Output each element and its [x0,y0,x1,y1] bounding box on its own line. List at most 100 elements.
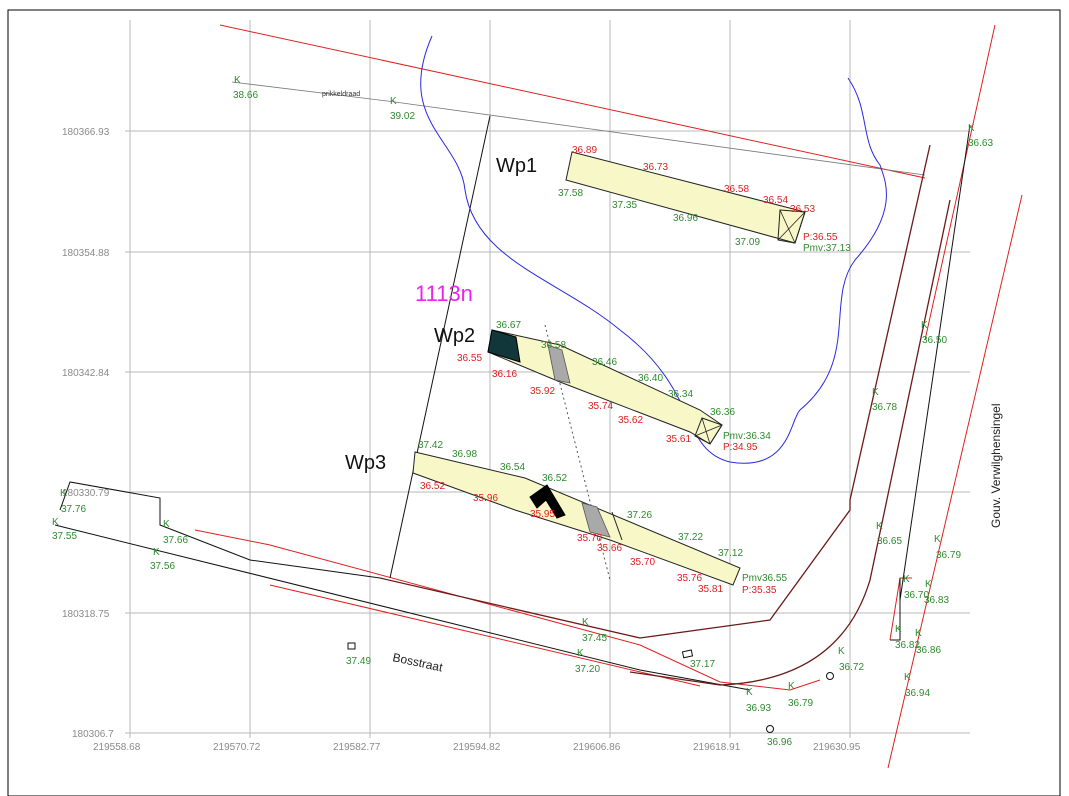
wp2-level: 36.67 [496,320,521,331]
k-marker: K [153,547,160,558]
k-marker: K [915,628,922,639]
y-label: 180330.79 [62,488,110,499]
y-label: 180354.88 [62,248,110,259]
point-value: 37.17 [690,659,715,670]
point-value: 37.45 [582,633,607,644]
wp1-level: 37.09 [735,237,760,248]
k-marker: K [788,681,795,692]
k-marker: K [838,646,845,657]
wp3-level: 37.26 [627,510,652,521]
wp3-level: 35.70 [630,557,655,568]
point-value: 37.56 [150,561,175,572]
manhole-square [347,642,356,650]
wp2-level: 36.36 [710,407,735,418]
point-value: 37.49 [346,656,371,667]
point-value: 36.94 [905,688,930,699]
trench-wp3-dark [529,484,566,519]
x-label: 219594.82 [453,742,501,753]
k-marker: K [390,96,397,107]
wp3-level: 37.22 [678,532,703,543]
point-value: 36.65 [877,536,902,547]
road-edge [379,144,951,686]
wp2-level: 36.58 [541,340,566,351]
property-lines [54,115,971,691]
x-label: 219582.77 [333,742,381,753]
street-label-verwilghensingel: Gouv. Verwilghensingel [989,403,1003,528]
trench-wp1-label: Wp1 [496,155,537,177]
k-marker: K [52,517,59,528]
point-value: 37.66 [163,535,188,546]
trench-wp1 [565,151,806,244]
wp3-level: 36.98 [452,449,477,460]
wp1-level: 37.35 [612,200,637,211]
coordinate-grid [125,20,970,738]
wp3-level: Pmv36.55 [742,573,787,584]
wp3-level: 35.76 [677,573,702,584]
wp1-level: 36.54 [763,195,788,206]
wp1-level: 36.53 [790,204,815,215]
y-label: 180366.93 [62,127,110,138]
wp2-level: 36.40 [638,373,663,384]
y-label: 180306.7 [72,729,114,740]
trench-wp2-dark [487,329,521,363]
point-value: 36.79 [936,550,961,561]
point-value: 36.70 [904,590,929,601]
trench-wp2-label: Wp2 [434,325,475,347]
trench-wp3-label: Wp3 [345,452,386,474]
survey-points: K 38.66 K 39.02 K 36.63 K 36.50 K 36.78 … [52,75,993,748]
wp2-level: 36.55 [457,353,482,364]
wp2-level: 36.46 [592,357,617,368]
point-value: 37.55 [52,531,77,542]
cadastral-lines [194,24,1023,769]
k-marker: K [934,534,941,545]
map-border [7,9,1061,796]
k-marker: K [903,574,910,585]
wp2-level: 35.61 [666,434,691,445]
point-value: 36.72 [839,662,864,673]
post-circle [766,725,774,733]
wp1-level: 37.58 [558,188,583,199]
k-marker: K [968,123,975,134]
k-marker: K [921,320,928,331]
point-value: 36.50 [922,335,947,346]
point-value: 36.82 [895,640,920,651]
wp1-level: P:36.55 [803,232,838,243]
trench-wp3-grey [581,502,611,538]
wp2-level: 36.16 [492,369,517,380]
k-marker: K [746,687,753,698]
x-label: 219558.68 [93,742,141,753]
wp3-level: 35.81 [698,584,723,595]
wp3-level: 35.96 [473,493,498,504]
point-value: 36.78 [872,402,897,413]
wp1-level: 36.89 [572,145,597,156]
point-value: 36.93 [746,703,771,714]
k-marker: K [895,624,902,635]
trench-wp2-grey [547,344,571,384]
k-marker: K [234,75,241,86]
point-value: 36.63 [968,138,993,149]
wp3-level: 37.12 [718,548,743,559]
wp3-level: 36.52 [420,481,445,492]
fence-label: prikkeldraad [322,91,360,98]
wp2-level: P:34.95 [723,442,758,453]
parcel-number: 1113n [415,281,473,306]
y-label: 180318.75 [62,609,110,620]
wp1-level: 36.96 [673,213,698,224]
wp3-level: P:35.35 [742,585,777,596]
point-value: 37.76 [61,504,86,515]
x-label: 219606.86 [573,742,621,753]
point-value: 36.83 [924,595,949,606]
k-marker: K [577,648,584,659]
trench-wp2 [487,329,723,445]
k-marker: K [163,519,170,530]
wp2-level: 35.74 [588,401,613,412]
point-value: 36.79 [788,698,813,709]
point-value: 37.20 [575,664,600,675]
trench-wp3 [412,451,741,586]
point-value: 39.02 [390,111,415,122]
wp2-level: 36.34 [668,389,693,400]
wp2-level: 35.62 [618,415,643,426]
k-marker: K [925,579,932,590]
water-line [420,35,887,464]
